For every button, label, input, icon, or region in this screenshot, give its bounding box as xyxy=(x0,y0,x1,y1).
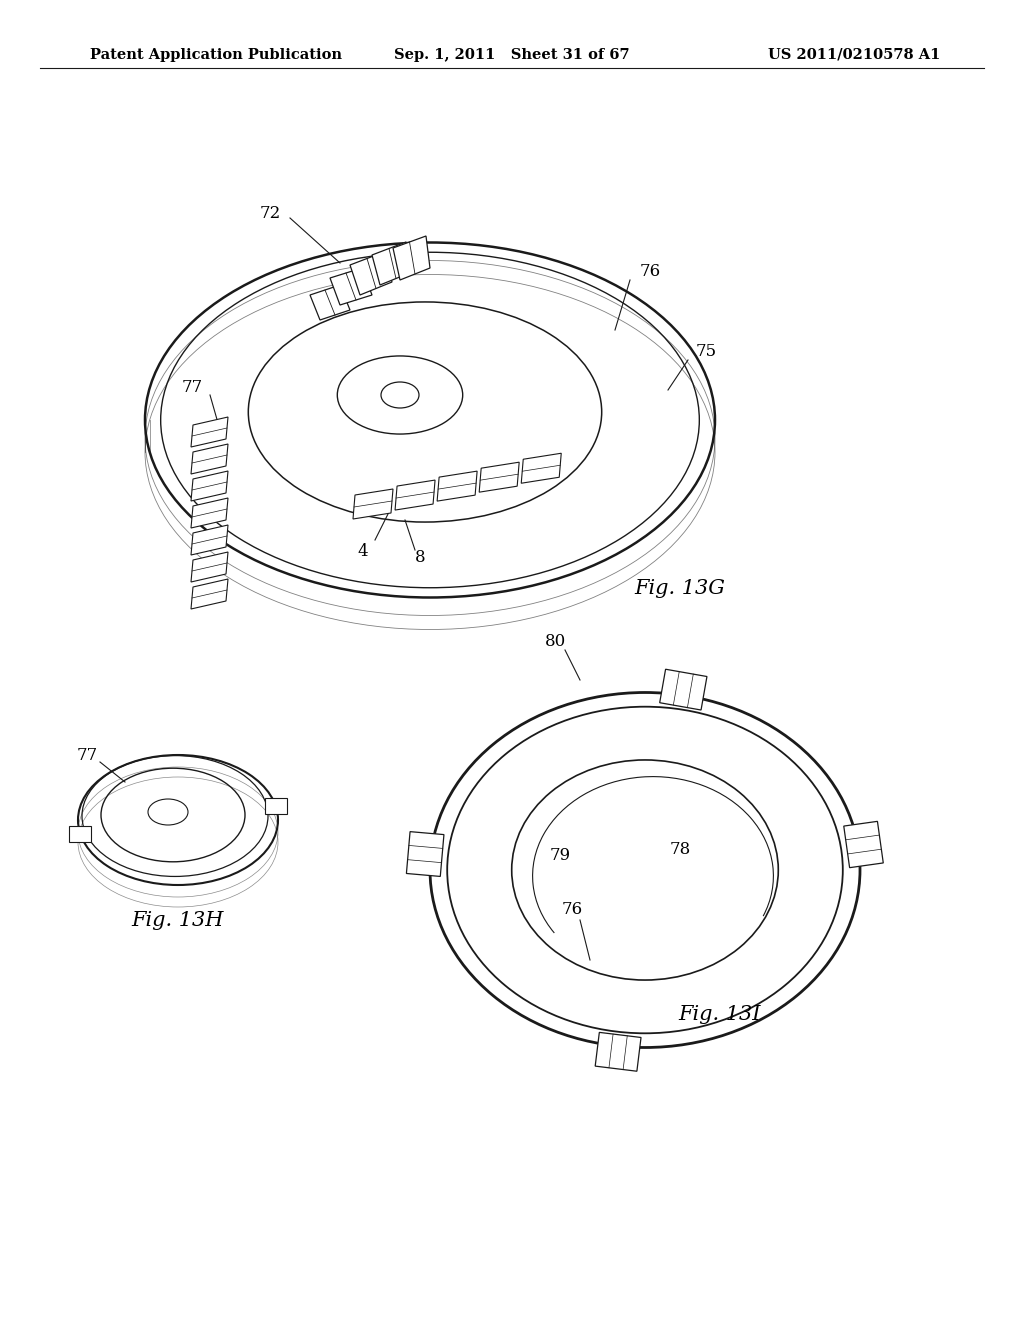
Polygon shape xyxy=(350,252,392,294)
Text: 77: 77 xyxy=(77,747,97,763)
Text: 76: 76 xyxy=(639,263,660,280)
Polygon shape xyxy=(191,471,228,502)
Polygon shape xyxy=(372,242,412,285)
Polygon shape xyxy=(191,579,228,609)
Text: Fig. 13H: Fig. 13H xyxy=(132,911,224,929)
Text: Patent Application Publication: Patent Application Publication xyxy=(90,48,342,62)
Polygon shape xyxy=(407,832,444,876)
Text: Fig. 13I: Fig. 13I xyxy=(679,1006,761,1024)
Polygon shape xyxy=(595,1032,641,1072)
Text: 78: 78 xyxy=(670,842,690,858)
Text: 77: 77 xyxy=(181,379,203,396)
FancyBboxPatch shape xyxy=(265,799,287,814)
Polygon shape xyxy=(191,525,228,554)
Polygon shape xyxy=(521,453,561,483)
Text: US 2011/0210578 A1: US 2011/0210578 A1 xyxy=(768,48,940,62)
Polygon shape xyxy=(191,552,228,582)
Polygon shape xyxy=(330,268,372,305)
Text: 72: 72 xyxy=(259,205,281,222)
Ellipse shape xyxy=(381,381,419,408)
Polygon shape xyxy=(353,488,393,519)
Text: 4: 4 xyxy=(357,544,369,561)
Text: 8: 8 xyxy=(415,549,425,566)
Polygon shape xyxy=(659,669,707,710)
Text: 79: 79 xyxy=(550,846,570,863)
Polygon shape xyxy=(479,462,519,492)
Polygon shape xyxy=(437,471,477,502)
Text: 75: 75 xyxy=(695,343,717,360)
Polygon shape xyxy=(310,285,350,319)
Text: 76: 76 xyxy=(561,902,583,919)
FancyBboxPatch shape xyxy=(70,825,91,842)
Polygon shape xyxy=(191,498,228,528)
Polygon shape xyxy=(395,480,435,510)
Polygon shape xyxy=(191,417,228,447)
Text: 80: 80 xyxy=(545,634,565,651)
Polygon shape xyxy=(844,821,884,867)
Text: Fig. 13G: Fig. 13G xyxy=(635,578,725,598)
Polygon shape xyxy=(191,444,228,474)
Polygon shape xyxy=(393,236,430,280)
Text: Sep. 1, 2011   Sheet 31 of 67: Sep. 1, 2011 Sheet 31 of 67 xyxy=(394,48,630,62)
